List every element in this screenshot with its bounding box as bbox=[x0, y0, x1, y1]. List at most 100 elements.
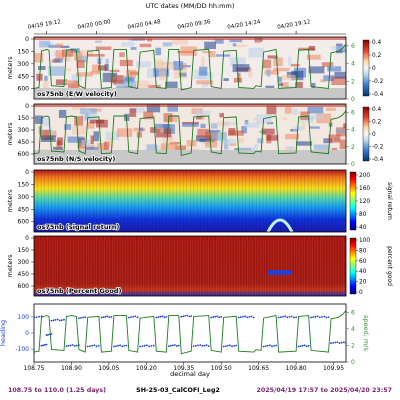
velocity-cell bbox=[197, 128, 209, 138]
heading-point bbox=[42, 344, 45, 347]
field-stripe bbox=[299, 236, 300, 296]
field-stripe bbox=[124, 170, 125, 232]
speed-tick-label: 0 bbox=[351, 161, 355, 168]
field-stripe bbox=[231, 236, 233, 296]
velocity-cell bbox=[237, 72, 241, 83]
field-stripe bbox=[320, 236, 321, 296]
heading-point bbox=[106, 315, 109, 318]
heading-point bbox=[323, 315, 326, 318]
velocity-cell bbox=[38, 66, 46, 70]
field-stripe bbox=[106, 170, 108, 232]
velocity-cell bbox=[254, 144, 258, 149]
heading-point bbox=[275, 344, 277, 347]
colorbar-tick-label: 0 bbox=[359, 290, 363, 296]
depth-tick-label: 450 bbox=[18, 271, 30, 278]
velocity-cell bbox=[280, 82, 289, 88]
velocity-cell bbox=[55, 50, 65, 59]
velocity-cell bbox=[147, 38, 153, 42]
velocity-cell bbox=[223, 139, 229, 150]
velocity-cell bbox=[129, 107, 145, 113]
field-stripe bbox=[119, 236, 121, 296]
velocity-cell bbox=[147, 68, 159, 78]
ew-ylabel: meters bbox=[6, 56, 14, 80]
velocity-cell bbox=[146, 104, 161, 113]
field-stripe bbox=[190, 236, 191, 296]
heading-point bbox=[303, 344, 306, 347]
colorbar-tick-label: 80 bbox=[359, 212, 367, 218]
heading-point bbox=[325, 316, 328, 319]
heading-point bbox=[301, 344, 304, 347]
field-stripe bbox=[179, 170, 181, 232]
field-stripe bbox=[99, 170, 101, 232]
heading-point bbox=[188, 315, 191, 318]
heading-point bbox=[330, 342, 332, 345]
field-stripe bbox=[86, 170, 87, 232]
field-stripe bbox=[217, 170, 219, 232]
heading-point bbox=[84, 316, 87, 318]
field-stripe bbox=[307, 170, 309, 232]
field-stripe bbox=[67, 236, 69, 296]
percent-good-dropout bbox=[268, 270, 292, 275]
field-stripe bbox=[318, 170, 319, 232]
colorbar-tick-label: 20 bbox=[359, 280, 367, 286]
percent-good-y-ticks: 0 150 300 450 600 bbox=[18, 235, 34, 290]
signal-field bbox=[34, 170, 346, 232]
velocity-cell bbox=[180, 46, 197, 56]
field-stripe bbox=[205, 236, 207, 296]
velocity-cell bbox=[41, 135, 56, 142]
heading-point bbox=[290, 315, 293, 318]
percent-good-colorbar bbox=[349, 237, 357, 295]
field-stripe bbox=[335, 236, 337, 296]
signal-ylabel: meters bbox=[6, 189, 14, 213]
top-tick-label: 04/20 19:12 bbox=[277, 19, 311, 31]
field-stripe bbox=[200, 170, 201, 232]
heading-point bbox=[56, 318, 59, 321]
velocity-cell bbox=[163, 135, 174, 143]
velocity-cell bbox=[103, 141, 110, 151]
footer-cruise-name: SH-25-03_CalCOFI_Leg2 bbox=[136, 387, 220, 394]
depth-tick-label: 300 bbox=[18, 259, 30, 266]
field-stripe bbox=[88, 236, 90, 296]
heading-point bbox=[117, 344, 119, 347]
heading-point bbox=[231, 345, 233, 348]
field-stripe bbox=[340, 236, 342, 296]
heading-point bbox=[222, 345, 225, 348]
field-stripe bbox=[166, 236, 168, 296]
field-stripe bbox=[260, 236, 261, 296]
velocity-cell bbox=[308, 45, 316, 51]
field-stripe bbox=[291, 236, 292, 296]
velocity-cell bbox=[232, 64, 250, 73]
field-stripe bbox=[290, 170, 292, 232]
heading-point bbox=[155, 316, 158, 319]
velocity-cell bbox=[262, 59, 271, 69]
footer: 108.75 to 110.0 (1.25 days) SH-25-03_Cal… bbox=[8, 387, 392, 394]
field-stripe bbox=[148, 170, 149, 232]
field-stripe bbox=[101, 236, 103, 296]
heading-point bbox=[69, 344, 72, 347]
velocity-cell bbox=[64, 80, 74, 84]
field-stripe bbox=[327, 236, 329, 296]
depth-tick-label: 150 bbox=[18, 48, 30, 55]
heading-point bbox=[293, 316, 295, 319]
velocity-cell bbox=[211, 123, 218, 129]
field-stripe bbox=[153, 236, 155, 296]
velocity-cell bbox=[158, 144, 164, 153]
heading-point bbox=[307, 345, 310, 347]
heading-point bbox=[246, 316, 249, 319]
day-tick-label: 109.50 bbox=[211, 365, 232, 372]
depth-tick-label: 300 bbox=[18, 127, 30, 134]
field-stripe bbox=[49, 236, 51, 296]
heading-point bbox=[100, 316, 103, 319]
field-stripe bbox=[192, 236, 194, 296]
field-stripe bbox=[54, 236, 56, 296]
heading-ticks: -100 0 100 bbox=[15, 314, 34, 353]
heading-point bbox=[121, 345, 124, 348]
field-stripe bbox=[52, 236, 53, 296]
velocity-cell bbox=[119, 59, 133, 67]
ns-no-data-band bbox=[34, 150, 346, 164]
heading-point bbox=[299, 345, 302, 347]
day-tick-label: 109.20 bbox=[136, 365, 157, 372]
field-stripe bbox=[296, 236, 298, 296]
field-stripe bbox=[148, 236, 149, 296]
heading-point bbox=[277, 316, 280, 319]
